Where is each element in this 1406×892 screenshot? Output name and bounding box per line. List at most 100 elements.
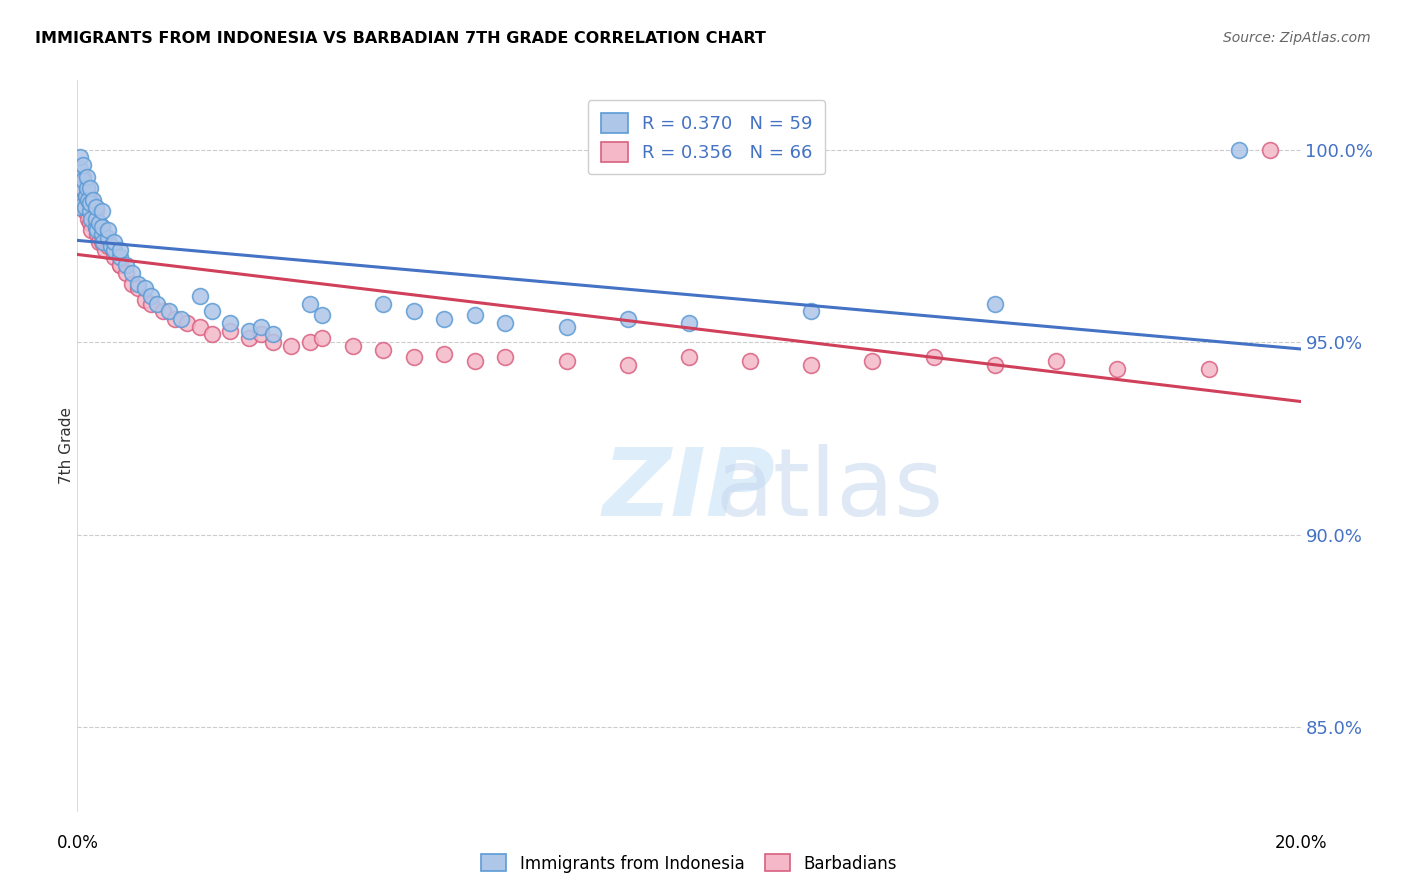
Point (176, 316, 198, 330)
Point (146, 296, 169, 310)
Point (311, 331, 333, 345)
Point (73, 200, 96, 214)
Point (94, 243, 117, 257)
Point (464, 308, 486, 322)
Point (97, 239, 120, 253)
Point (90, 204, 112, 219)
Point (1107, 362, 1129, 376)
Point (984, 296, 1007, 310)
Text: IMMIGRANTS FROM INDONESIA VS BARBADIAN 7TH GRADE CORRELATION CHART: IMMIGRANTS FROM INDONESIA VS BARBADIAN 7… (35, 31, 766, 46)
Point (617, 358, 640, 372)
Point (76, 169, 98, 184)
Point (79, 193, 101, 207)
Point (128, 277, 150, 292)
Point (139, 296, 162, 310)
Point (433, 312, 456, 326)
Point (72, 200, 94, 214)
Text: ZIP: ZIP (603, 444, 775, 536)
Point (79, 204, 101, 219)
Point (70, 181, 93, 195)
Point (90, 227, 112, 242)
Point (1229, 143, 1251, 157)
Point (1045, 354, 1067, 368)
Point (79, 181, 101, 195)
Point (464, 354, 486, 368)
Point (87, 216, 110, 230)
Point (80, 223, 103, 237)
Point (90, 235, 112, 249)
Point (103, 243, 125, 257)
Point (402, 304, 425, 318)
Point (115, 258, 138, 272)
Point (238, 324, 260, 338)
Point (134, 281, 156, 295)
Point (69, 181, 91, 195)
Point (67, 193, 90, 207)
Text: Source: ZipAtlas.com: Source: ZipAtlas.com (1223, 31, 1371, 45)
Point (678, 316, 700, 330)
Point (90, 219, 112, 234)
Point (87, 235, 110, 249)
Point (250, 327, 273, 342)
Point (134, 293, 156, 307)
Point (73, 204, 96, 219)
Point (70, 196, 93, 211)
Point (84, 219, 107, 234)
Point (77, 193, 100, 207)
Point (495, 351, 517, 365)
Point (298, 334, 321, 349)
Text: atlas: atlas (716, 444, 943, 536)
Point (86, 223, 108, 237)
Point (69, 150, 91, 164)
Point (678, 351, 700, 365)
Point (984, 358, 1007, 372)
Point (69, 161, 91, 176)
Point (800, 358, 823, 372)
Point (97, 235, 120, 249)
Point (76, 196, 98, 211)
Point (72, 173, 94, 187)
Point (79, 204, 101, 219)
Point (219, 324, 242, 338)
Point (75, 188, 97, 202)
Point (115, 266, 138, 280)
Point (555, 319, 578, 334)
Point (298, 296, 321, 310)
Legend: Immigrants from Indonesia, Barbadians: Immigrants from Indonesia, Barbadians (475, 847, 903, 880)
Legend: R = 0.370   N = 59, R = 0.356   N = 66: R = 0.370 N = 59, R = 0.356 N = 66 (588, 100, 825, 174)
Point (201, 304, 224, 318)
Point (152, 304, 174, 318)
Point (311, 308, 333, 322)
Point (72, 158, 94, 172)
Point (617, 312, 640, 326)
Point (90, 219, 112, 234)
Point (188, 319, 211, 334)
Point (165, 312, 187, 326)
Point (84, 200, 107, 214)
Point (97, 231, 120, 245)
Point (922, 351, 945, 365)
Point (103, 243, 125, 257)
Text: 0.0%: 0.0% (56, 834, 98, 852)
Point (157, 304, 180, 318)
Point (1258, 143, 1281, 157)
Point (371, 343, 394, 357)
Point (76, 181, 98, 195)
Point (108, 251, 131, 265)
Point (262, 327, 284, 342)
Point (90, 227, 112, 242)
Point (280, 339, 302, 353)
Point (100, 239, 122, 253)
Point (108, 258, 131, 272)
Point (219, 316, 242, 330)
Text: 20.0%: 20.0% (1274, 834, 1327, 852)
Point (103, 235, 125, 249)
Point (82, 193, 104, 207)
Point (91, 235, 114, 249)
Point (740, 354, 762, 368)
Point (342, 339, 364, 353)
Point (103, 251, 125, 265)
Point (128, 281, 150, 295)
Point (77, 211, 100, 226)
Point (1198, 362, 1220, 376)
